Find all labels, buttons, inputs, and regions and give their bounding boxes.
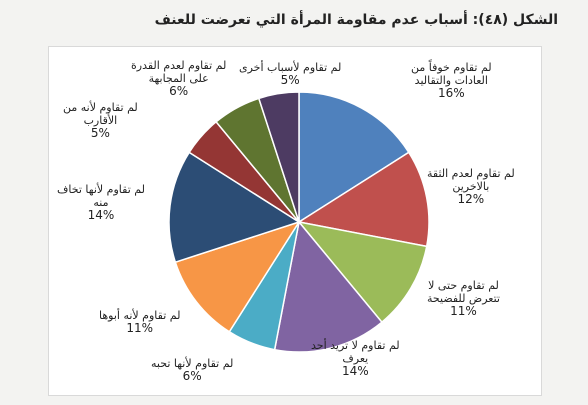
label-line: لم تقاوم لأنها تخاف xyxy=(57,183,145,196)
pie-chart xyxy=(168,91,430,353)
slice-label-scandal: لم تقاوم حتى لا تتعرض للفضيحة 11% xyxy=(427,279,500,318)
label-line: لم تقاوم لا تريد أحد xyxy=(311,339,400,352)
slice-label-cannot-confront: لم تقاوم لعدم القدرة على المجابهة 6% xyxy=(131,59,226,98)
label-line: على المجابهة xyxy=(148,72,209,85)
label-line: بالاخرين xyxy=(452,180,490,193)
label-line: منه xyxy=(93,196,109,209)
pie-slice-0 xyxy=(298,91,410,224)
chart-title: الشكل (٤٨): أسباب عدم مقاومة المرأة التي… xyxy=(154,12,558,28)
label-line: يعرف xyxy=(342,352,369,365)
label-line: لم تقاوم لأنها تحبه xyxy=(151,357,234,370)
slice-label-distrust: لم تقاوم لعدم الثقة بالاخرين 12% xyxy=(427,167,515,206)
slice-value: 11% xyxy=(450,304,477,318)
pie-slice-5 xyxy=(174,220,301,333)
label-line: لم تقاوم لعدم القدرة xyxy=(131,59,227,72)
pie-slice-1 xyxy=(296,151,430,248)
label-line: لم تقاوم حتى لا xyxy=(428,279,499,292)
chart-area: لم تقاوم خوفاً من العادات والتقاليد 16% … xyxy=(48,46,542,396)
pie-slice-6 xyxy=(168,151,301,264)
slice-label-loves-him: لم تقاوم لأنها تحبه 6% xyxy=(151,357,233,383)
label-line: لم تقاوم لأنه أبوها xyxy=(99,309,181,322)
label-line: لم تقاوم لعدم الثقة xyxy=(427,167,515,180)
pie-slice-2 xyxy=(297,220,428,324)
label-line: تتعرض للفضيحة xyxy=(427,292,500,305)
slice-label-fear-traditions: لم تقاوم خوفاً من العادات والتقاليد 16% xyxy=(411,61,492,100)
slice-label-afraid-of-him: لم تقاوم لأنها تخاف منه 14% xyxy=(57,183,145,222)
slice-value: 5% xyxy=(280,73,300,87)
label-line: العادات والتقاليد xyxy=(414,74,488,87)
label-line: لم تقاوم لأسباب أخرى xyxy=(239,61,342,74)
slice-value: 12% xyxy=(457,192,485,206)
slice-label-other-reasons: لم تقاوم لأسباب أخرى 5% xyxy=(239,61,341,87)
label-line: لم تقاوم خوفاً من xyxy=(411,61,492,74)
slice-value: 14% xyxy=(87,208,115,222)
slice-value: 14% xyxy=(341,364,369,378)
slice-label-her-father: لم تقاوم لأنه أبوها 11% xyxy=(99,309,180,335)
label-line: الأقارب xyxy=(83,114,118,127)
label-line: لم تقاوم لأنه من xyxy=(63,101,138,114)
pie-slice-9 xyxy=(257,91,300,223)
slice-value: 5% xyxy=(90,126,110,140)
slice-value: 6% xyxy=(182,369,202,383)
slice-value: 6% xyxy=(169,84,189,98)
slice-value: 16% xyxy=(437,86,465,100)
pie-slice-3 xyxy=(273,220,383,353)
slice-label-no-one-knows: لم تقاوم لا تريد أحد يعرف 14% xyxy=(311,339,400,378)
slice-value: 11% xyxy=(126,321,154,335)
slice-label-relatives: لم تقاوم لأنه من الأقارب 5% xyxy=(63,101,138,140)
